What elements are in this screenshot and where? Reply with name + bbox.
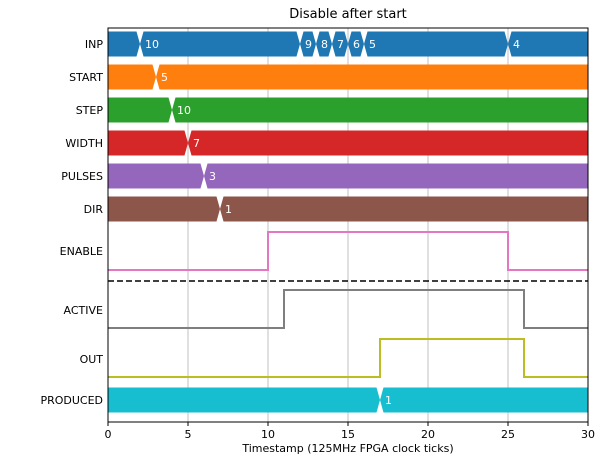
bus-value-label: 1 bbox=[385, 394, 392, 407]
x-tick-label: 25 bbox=[501, 428, 515, 441]
signal-label: WIDTH bbox=[65, 137, 103, 150]
signal-label: ACTIVE bbox=[64, 304, 104, 317]
bus-value-label: 1 bbox=[225, 203, 232, 216]
bus-segment bbox=[108, 130, 188, 156]
bus-segment bbox=[508, 31, 588, 57]
x-tick-label: 15 bbox=[341, 428, 355, 441]
bus-segment bbox=[348, 31, 364, 57]
bus-segment bbox=[140, 31, 300, 57]
bus-value-label: 5 bbox=[369, 38, 376, 51]
bus-value-label: 9 bbox=[305, 38, 312, 51]
bus-dir: 1 bbox=[108, 196, 588, 222]
bus-segment bbox=[380, 387, 588, 413]
bus-segment bbox=[108, 196, 220, 222]
bus-start: 5 bbox=[108, 64, 588, 90]
x-axis: 0 5 10 15 20 25 30 bbox=[105, 27, 595, 441]
x-axis-label: Timestamp (125MHz FPGA clock ticks) bbox=[241, 442, 453, 455]
bus-segment bbox=[108, 387, 380, 413]
signal-label: STEP bbox=[76, 104, 104, 117]
signal-label: OUT bbox=[80, 353, 104, 366]
bus-segment bbox=[188, 130, 588, 156]
signal-label: DIR bbox=[84, 203, 104, 216]
bus-segment bbox=[108, 31, 140, 57]
bus-segment bbox=[316, 31, 332, 57]
signal-label: PRODUCED bbox=[40, 394, 103, 407]
signal-label: START bbox=[69, 71, 103, 84]
x-tick-label: 5 bbox=[185, 428, 192, 441]
bus-value-label: 7 bbox=[337, 38, 344, 51]
bus-value-label: 7 bbox=[193, 137, 200, 150]
signal-label: PULSES bbox=[61, 170, 103, 183]
x-tick-label: 10 bbox=[261, 428, 275, 441]
bus-value-label: 6 bbox=[353, 38, 360, 51]
bus-value-label: 4 bbox=[513, 38, 520, 51]
bus-segment bbox=[108, 163, 204, 189]
bus-value-label: 10 bbox=[145, 38, 159, 51]
signal-label: INP bbox=[85, 38, 103, 51]
signal-label: ENABLE bbox=[60, 245, 103, 258]
bit-out bbox=[108, 338, 588, 378]
bus-segment bbox=[108, 97, 172, 123]
bus-segment bbox=[220, 196, 588, 222]
grid bbox=[187, 28, 509, 422]
x-tick-label: 30 bbox=[581, 428, 595, 441]
bus-value-label: 8 bbox=[321, 38, 328, 51]
x-tick-label: 20 bbox=[421, 428, 435, 441]
bit-enable bbox=[108, 231, 588, 271]
bus-produced: 1 bbox=[108, 387, 588, 413]
bus-segment bbox=[156, 64, 588, 90]
bus-segment bbox=[300, 31, 316, 57]
chart-title: Disable after start bbox=[289, 7, 407, 22]
signal-labels: INP START STEP WIDTH PULSES DIR ENABLE ACTIVE OU… bbox=[40, 38, 103, 407]
bus-pulses: 3 bbox=[108, 163, 588, 189]
bus-segment bbox=[172, 97, 588, 123]
bus-segment bbox=[332, 31, 348, 57]
x-tick-label: 0 bbox=[105, 428, 112, 441]
bus-width: 7 bbox=[108, 130, 588, 156]
bus-inp: 10 9 8 7 6 5 4 bbox=[108, 31, 588, 57]
bus-segment bbox=[108, 64, 156, 90]
bus-segment bbox=[204, 163, 588, 189]
bus-segment bbox=[364, 31, 508, 57]
bus-step: 10 bbox=[108, 97, 588, 123]
bus-value-label: 5 bbox=[161, 71, 168, 84]
bus-value-label: 10 bbox=[177, 104, 191, 117]
bus-value-label: 3 bbox=[209, 170, 216, 183]
bit-active bbox=[108, 289, 588, 329]
